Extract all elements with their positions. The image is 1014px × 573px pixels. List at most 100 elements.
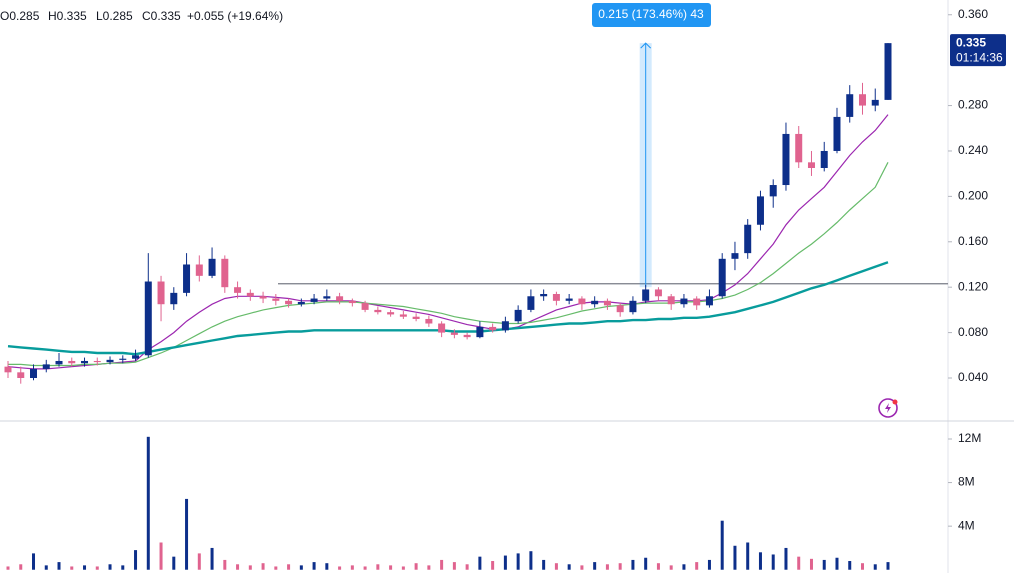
close-readout: C0.335 — [142, 9, 181, 23]
open-readout: O0.285 — [0, 9, 40, 23]
volume-bar — [554, 563, 558, 570]
candle-body — [578, 298, 586, 305]
alert-icon[interactable] — [878, 398, 898, 418]
volume-bar — [797, 556, 801, 570]
candle-body — [323, 296, 331, 299]
volume-bar — [350, 565, 354, 570]
volume-bar — [682, 564, 686, 570]
candle-body — [4, 366, 12, 373]
volume-bar — [809, 558, 813, 570]
volume-bar — [656, 563, 660, 570]
last-price-label: 0.335 — [956, 35, 986, 49]
candle-body — [55, 360, 63, 365]
low-readout: L0.285 — [96, 9, 133, 23]
y-tick-label: 0.040 — [958, 370, 988, 384]
volume-bar — [19, 564, 23, 570]
y-tick-label: 0.200 — [958, 189, 988, 203]
candle-body — [348, 300, 356, 304]
volume-bar — [746, 542, 750, 570]
candle-body — [183, 264, 191, 293]
volume-bar — [236, 564, 240, 570]
candle-body — [361, 303, 369, 310]
candle-body — [119, 358, 127, 360]
candle-body — [450, 332, 458, 335]
volume-bar — [886, 562, 890, 570]
candle-body — [144, 281, 152, 356]
candle-body — [387, 312, 395, 315]
candle-body — [208, 258, 216, 276]
volume-bar — [465, 564, 469, 570]
volume-bar — [376, 564, 380, 570]
candle-body — [654, 289, 662, 297]
volume-bar — [261, 563, 265, 570]
candle-body — [769, 185, 777, 197]
candle-body — [17, 372, 25, 378]
volume-bar — [401, 566, 405, 570]
candle-body — [42, 364, 50, 369]
candle-body — [642, 289, 650, 301]
volume-bar — [478, 556, 482, 570]
volume-bar — [32, 553, 36, 570]
candle-body — [374, 309, 382, 313]
volume-bar — [312, 562, 316, 570]
header: O0.285 H0.335 L0.285 C0.335 +0.055 (+19.… — [0, 9, 283, 23]
icon-bolt — [885, 403, 891, 413]
volume-bar — [720, 520, 724, 570]
moving-average — [8, 162, 889, 367]
high-readout: H0.335 — [48, 9, 87, 23]
candle-body — [106, 359, 114, 363]
candle-body — [68, 360, 76, 364]
y-tick-label: 0.240 — [958, 143, 988, 157]
volume-bar — [299, 565, 303, 570]
candle-body — [527, 296, 535, 310]
icon-dot — [892, 399, 898, 405]
candle-body — [552, 294, 560, 301]
measure-label: 0.215 (173.46%) 43 — [598, 7, 704, 21]
candle-body — [807, 162, 815, 168]
y-tick-label: 0.280 — [958, 98, 988, 112]
volume-bar — [542, 559, 546, 570]
candle-body — [221, 258, 229, 288]
candle-body — [540, 294, 548, 297]
candle-body — [285, 300, 293, 305]
candle-body — [170, 292, 178, 305]
candle-body — [756, 196, 764, 225]
volume-bar — [146, 436, 150, 570]
volume-bar — [452, 562, 456, 570]
volume-bar — [733, 545, 737, 570]
volume-bar — [758, 552, 762, 570]
y-tick-label: 0.080 — [958, 325, 988, 339]
candle-body — [412, 316, 420, 319]
moving-average — [7, 114, 889, 370]
candle-body — [297, 301, 305, 305]
y-tick-label: 8M — [958, 475, 975, 489]
volume-bar — [516, 553, 520, 570]
volume-bar — [860, 563, 864, 570]
volume-bar — [248, 565, 252, 570]
volume-bar — [108, 564, 112, 570]
icon-ring — [878, 398, 898, 418]
moving-average — [7, 261, 889, 356]
volume-bar — [631, 559, 635, 570]
candle-body — [603, 300, 611, 306]
volume-bar — [121, 565, 125, 570]
volume-bar — [134, 550, 138, 570]
candle-body — [514, 309, 522, 322]
candle-body — [195, 264, 203, 276]
candle-body — [782, 133, 790, 186]
candle-body — [81, 360, 89, 364]
volume-bar — [605, 564, 609, 570]
candle-body — [820, 150, 828, 168]
volume-bar — [440, 559, 444, 570]
candle-body — [858, 94, 866, 106]
volume-bar — [6, 566, 10, 570]
candle-body — [871, 99, 879, 106]
volume-bar — [784, 547, 788, 570]
change-readout: +0.055 (+19.64%) — [187, 9, 283, 23]
candle-body — [846, 94, 854, 117]
y-tick-label: 0.360 — [958, 7, 988, 21]
volume-bar — [593, 562, 597, 570]
volume-bar — [848, 561, 852, 570]
volume-bar — [172, 556, 176, 570]
volume-bar — [44, 565, 48, 570]
